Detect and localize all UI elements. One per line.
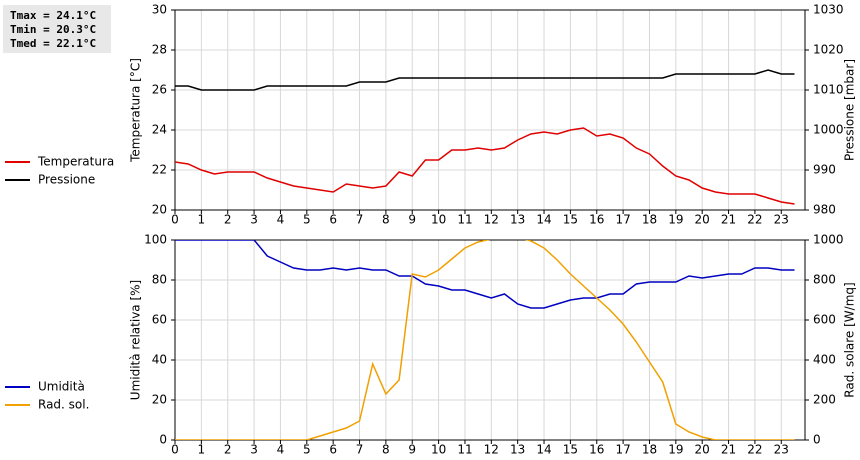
x-tick-label: 8 (382, 213, 390, 227)
y2-tick-label: 1000 (813, 123, 844, 137)
x-tick-label: 2 (224, 443, 232, 457)
y-tick-label: 26 (152, 83, 167, 97)
x-tick-label: 0 (171, 213, 179, 227)
x-tick-label: 23 (774, 443, 789, 457)
x-tick-label: 8 (382, 443, 390, 457)
y-tick-label: 60 (152, 313, 167, 327)
x-tick-label: 23 (774, 213, 789, 227)
y-tick-label: 30 (152, 3, 167, 17)
x-tick-label: 11 (457, 443, 472, 457)
x-tick-label: 20 (695, 213, 710, 227)
y2-tick-label: 1010 (813, 83, 844, 97)
x-tick-label: 2 (224, 213, 232, 227)
x-tick-label: 10 (431, 213, 446, 227)
series-line (175, 69, 795, 91)
x-tick-label: 13 (510, 213, 525, 227)
y2-tick-label: 1000 (813, 233, 844, 247)
y-tick-label: 80 (152, 273, 167, 287)
plot-frame (174, 9, 806, 211)
x-tick-label: 10 (431, 443, 446, 457)
x-tick-label: 20 (695, 443, 710, 457)
y-tick-label: 40 (152, 353, 167, 367)
y-tick-label: 22 (152, 163, 167, 177)
y-axis-label: Temperatura [°C] (129, 58, 143, 163)
y-axis-label: Umidità relativa [%] (129, 280, 143, 400)
x-tick-label: 9 (408, 213, 416, 227)
y-tick-label: 20 (152, 203, 167, 217)
x-tick-label: 5 (303, 443, 311, 457)
legend-label: Umidità (38, 380, 85, 394)
x-tick-label: 4 (277, 213, 285, 227)
x-tick-label: 13 (510, 443, 525, 457)
series-line (175, 240, 795, 309)
x-tick-label: 21 (721, 213, 736, 227)
x-tick-label: 7 (356, 213, 364, 227)
series-line (175, 240, 795, 440)
y-tick-label: 28 (152, 43, 167, 57)
y-tick-label: 20 (152, 393, 167, 407)
y2-tick-label: 990 (813, 163, 836, 177)
x-tick-label: 6 (329, 443, 337, 457)
y-tick-label: 24 (152, 123, 167, 137)
y-tick-label: 100 (144, 233, 167, 247)
y2-tick-label: 0 (813, 433, 821, 447)
x-tick-label: 7 (356, 443, 364, 457)
x-tick-label: 1 (198, 213, 206, 227)
plot-frame (174, 239, 806, 441)
x-tick-label: 22 (747, 443, 762, 457)
x-tick-label: 3 (250, 443, 258, 457)
y2-axis-label: Pressione [mbar] (843, 59, 857, 161)
x-tick-label: 9 (408, 443, 416, 457)
x-tick-label: 22 (747, 213, 762, 227)
y-tick-label: 0 (159, 433, 167, 447)
stats-box (3, 5, 111, 53)
x-tick-label: 19 (668, 443, 683, 457)
stat-tmin: Tmin = 20.3°C (10, 23, 96, 36)
legend-label: Temperatura (37, 155, 114, 169)
x-tick-label: 15 (563, 443, 578, 457)
x-tick-label: 17 (615, 443, 630, 457)
x-tick-label: 14 (536, 443, 551, 457)
x-tick-label: 18 (642, 213, 657, 227)
x-tick-label: 15 (563, 213, 578, 227)
x-tick-label: 12 (484, 443, 499, 457)
x-tick-label: 4 (277, 443, 285, 457)
x-tick-label: 16 (589, 213, 604, 227)
y2-tick-label: 1030 (813, 3, 844, 17)
y2-tick-label: 980 (813, 203, 836, 217)
x-tick-label: 3 (250, 213, 258, 227)
x-tick-label: 16 (589, 443, 604, 457)
x-tick-label: 11 (457, 213, 472, 227)
y2-tick-label: 400 (813, 353, 836, 367)
x-tick-label: 14 (536, 213, 551, 227)
stat-tmed: Tmed = 22.1°C (10, 37, 96, 50)
y2-tick-label: 1020 (813, 43, 844, 57)
x-tick-label: 18 (642, 443, 657, 457)
x-tick-label: 21 (721, 443, 736, 457)
legend-label: Rad. sol. (38, 398, 89, 412)
x-tick-label: 6 (329, 213, 337, 227)
x-tick-label: 1 (198, 443, 206, 457)
x-tick-label: 17 (615, 213, 630, 227)
series-line (175, 127, 795, 205)
y2-tick-label: 200 (813, 393, 836, 407)
y2-tick-label: 600 (813, 313, 836, 327)
x-tick-label: 0 (171, 443, 179, 457)
x-tick-label: 12 (484, 213, 499, 227)
legend-label: Pressione (38, 173, 95, 187)
y2-tick-label: 800 (813, 273, 836, 287)
stat-tmax: Tmax = 24.1°C (10, 9, 96, 22)
x-tick-label: 5 (303, 213, 311, 227)
x-tick-label: 19 (668, 213, 683, 227)
y2-axis-label: Rad. solare [W/mq] (843, 282, 857, 397)
